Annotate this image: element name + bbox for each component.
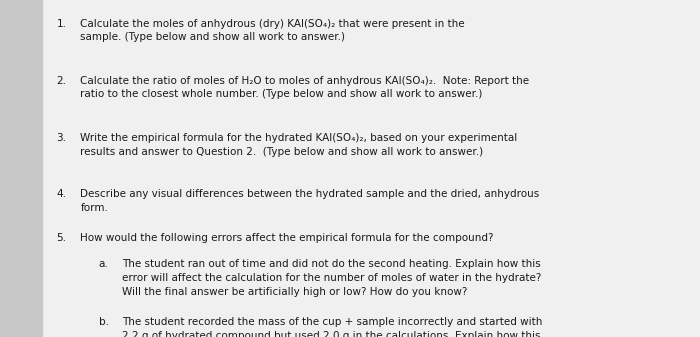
Text: 5.: 5. bbox=[57, 233, 66, 243]
Text: Calculate the ratio of moles of H₂O to moles of anhydrous KAl(SO₄)₂.  Note: Repo: Calculate the ratio of moles of H₂O to m… bbox=[80, 76, 530, 99]
Text: How would the following errors affect the empirical formula for the compound?: How would the following errors affect th… bbox=[80, 233, 494, 243]
Text: a.: a. bbox=[99, 259, 108, 270]
Text: Describe any visual differences between the hydrated sample and the dried, anhyd: Describe any visual differences between … bbox=[80, 189, 540, 213]
Text: 3.: 3. bbox=[57, 133, 66, 143]
Text: 1.: 1. bbox=[57, 19, 66, 29]
Text: 4.: 4. bbox=[57, 189, 66, 200]
Bar bbox=[0, 0, 42, 337]
Text: b.: b. bbox=[99, 317, 108, 328]
Text: The student recorded the mass of the cup + sample incorrectly and started with
2: The student recorded the mass of the cup… bbox=[122, 317, 543, 337]
Text: Calculate the moles of anhydrous (dry) KAl(SO₄)₂ that were present in the
sample: Calculate the moles of anhydrous (dry) K… bbox=[80, 19, 465, 42]
Text: The student ran out of time and did not do the second heating. Explain how this
: The student ran out of time and did not … bbox=[122, 259, 542, 297]
Text: Write the empirical formula for the hydrated KAl(SO₄)₂, based on your experiment: Write the empirical formula for the hydr… bbox=[80, 133, 518, 157]
Text: 2.: 2. bbox=[57, 76, 66, 86]
